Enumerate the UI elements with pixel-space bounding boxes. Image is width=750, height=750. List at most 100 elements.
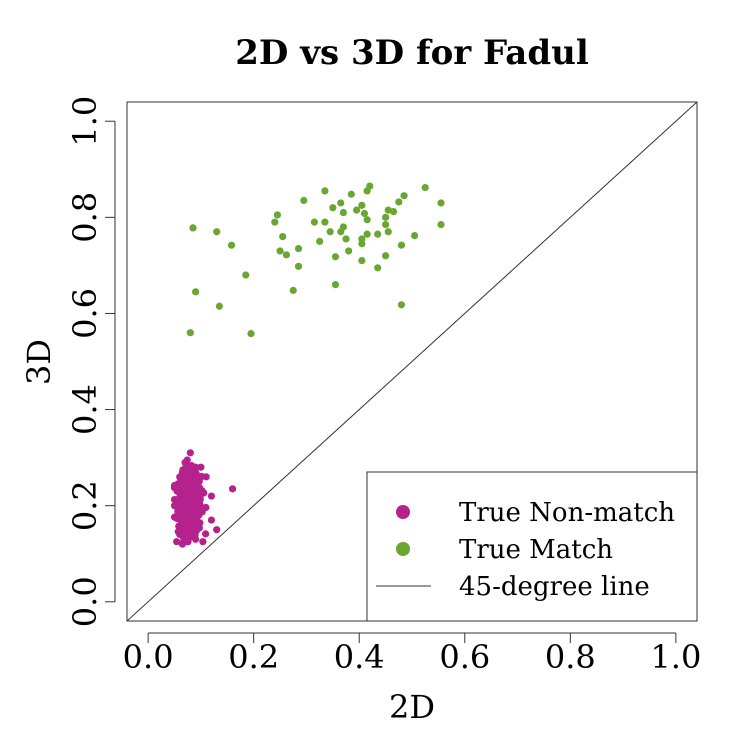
data-point	[374, 230, 382, 238]
data-point	[342, 235, 350, 243]
x-tick-label: 0.0	[123, 638, 174, 676]
x-axis-label: 2D	[389, 688, 435, 726]
data-point	[437, 199, 445, 207]
data-point	[197, 463, 205, 471]
data-point	[347, 190, 355, 198]
data-point	[180, 508, 188, 516]
data-point	[382, 252, 390, 260]
data-point	[186, 483, 195, 492]
reference-line	[127, 102, 697, 621]
data-point	[192, 535, 200, 543]
x-tick-label: 1.0	[650, 638, 701, 676]
data-point	[329, 204, 337, 212]
data-point	[192, 463, 200, 471]
data-point	[213, 228, 221, 236]
y-tick-label: 0.0	[66, 576, 104, 627]
data-point	[360, 209, 369, 218]
chart-title: 2D vs 3D for Fadul	[235, 33, 589, 73]
series-true-match	[186, 182, 445, 338]
data-point	[207, 492, 216, 500]
axes: 0.0 0.2 0.4 0.6 0.8 1.0 0.0 0.2 0.4 0.6 0.8 1.0	[66, 96, 701, 676]
x-tick-label: 0.8	[545, 638, 596, 676]
data-point	[289, 286, 297, 294]
legend-label: True Match	[459, 535, 613, 565]
data-point	[382, 220, 390, 229]
legend-label: True Non-match	[459, 498, 675, 528]
data-point	[227, 241, 236, 249]
data-point	[188, 508, 196, 516]
data-point	[321, 187, 329, 195]
data-point	[337, 199, 345, 207]
data-point	[310, 218, 318, 226]
data-point	[177, 482, 185, 490]
data-point	[321, 218, 329, 226]
data-point	[339, 208, 347, 217]
data-point	[213, 526, 221, 534]
y-tick-label: 0.8	[66, 192, 104, 243]
data-point	[331, 253, 340, 261]
data-point	[173, 487, 181, 495]
data-point	[358, 256, 366, 265]
data-point	[176, 530, 184, 539]
data-point	[199, 538, 207, 546]
y-tick-label: 1.0	[66, 96, 104, 147]
data-point	[173, 538, 181, 546]
data-point	[242, 271, 250, 279]
series-true-non-match	[170, 449, 237, 548]
data-point	[400, 192, 408, 200]
data-point	[176, 473, 184, 481]
data-point	[437, 220, 445, 229]
data-point	[363, 230, 371, 238]
legend-label: 45-degree line	[459, 572, 650, 602]
data-point	[194, 482, 202, 491]
data-point	[352, 206, 361, 214]
data-point	[170, 502, 179, 510]
data-point	[326, 228, 334, 236]
data-point	[300, 196, 308, 205]
data-point	[192, 288, 200, 296]
data-point	[282, 251, 290, 259]
data-point	[389, 207, 398, 216]
data-point	[215, 302, 223, 310]
data-point	[345, 247, 353, 255]
data-point	[294, 244, 303, 253]
legend: True Non-match True Match 45-degree line	[366, 471, 698, 622]
y-tick-label: 0.4	[66, 384, 104, 435]
data-point	[194, 523, 202, 531]
data-point	[279, 232, 287, 241]
data-point	[421, 183, 429, 192]
data-point	[207, 516, 216, 524]
data-point	[358, 240, 366, 248]
data-point	[177, 514, 185, 523]
data-point	[397, 241, 406, 249]
x-tick-label: 0.2	[228, 638, 279, 676]
data-point	[374, 264, 382, 272]
data-point	[331, 281, 340, 289]
data-point	[395, 198, 403, 206]
data-point	[189, 224, 197, 232]
legend-box	[366, 471, 698, 622]
data-point	[271, 218, 279, 226]
data-point	[363, 216, 371, 224]
data-point	[363, 187, 371, 195]
data-point	[247, 330, 255, 338]
data-point	[178, 540, 187, 548]
data-point	[384, 228, 392, 236]
data-point	[186, 329, 194, 337]
y-tick-label: 0.6	[66, 288, 104, 339]
data-point	[186, 449, 194, 457]
data-point	[276, 247, 284, 255]
legend-marker	[396, 542, 410, 556]
data-point	[273, 211, 282, 219]
data-point	[193, 504, 201, 512]
y-tick-label: 0.2	[66, 480, 104, 531]
data-point	[202, 473, 210, 481]
plot-area	[127, 102, 697, 621]
data-point	[191, 488, 200, 496]
data-point	[195, 511, 203, 519]
data-point	[181, 458, 189, 467]
y-axis-label: 3D	[20, 339, 58, 385]
x-tick-label: 0.6	[439, 638, 490, 676]
x-tick-label: 0.4	[334, 638, 385, 676]
